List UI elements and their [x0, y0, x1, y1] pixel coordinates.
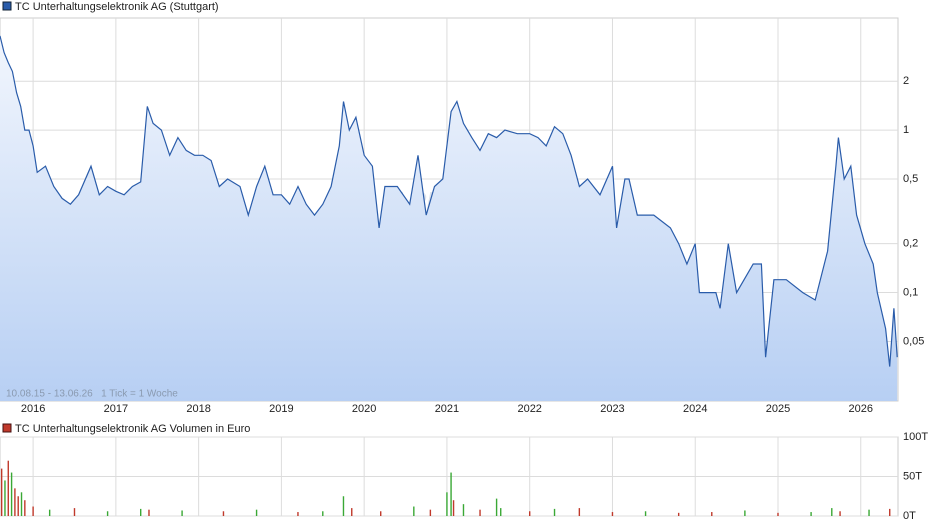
volume-bar — [48, 509, 51, 516]
y-tick-label: 0,1 — [903, 286, 918, 298]
volume-bar — [140, 508, 142, 516]
volume-bar — [429, 509, 432, 516]
volume-bar — [711, 512, 713, 516]
volume-bar — [777, 512, 779, 516]
x-tick-label: 2016 — [21, 403, 45, 415]
y-tick-label: 0,05 — [903, 335, 924, 347]
x-tick-label: 2020 — [352, 403, 376, 415]
y-tick-label: 0,2 — [903, 238, 918, 250]
x-tick-label: 2026 — [849, 403, 873, 415]
volume-bar — [479, 509, 481, 516]
volume-bar — [7, 460, 9, 516]
x-tick-label: 2018 — [186, 403, 210, 415]
volume-bar — [500, 508, 502, 516]
x-tick-label: 2017 — [104, 403, 128, 415]
volume-bar — [73, 508, 76, 516]
volume-bar — [868, 509, 870, 516]
volume-bar — [839, 511, 841, 516]
volume-bar — [342, 496, 345, 516]
volume-bar — [351, 508, 353, 516]
volume-bar — [380, 511, 382, 516]
y-tick-label: 1 — [903, 124, 909, 136]
volume-bar — [831, 508, 833, 516]
volume-bar — [0, 468, 3, 516]
volume-bar — [24, 500, 26, 516]
y-tick-label: 0,5 — [903, 173, 918, 185]
price-line — [0, 35, 898, 367]
volume-bar — [578, 508, 581, 516]
volume-bar — [495, 498, 498, 516]
y-tick-label: 2 — [903, 75, 909, 87]
legend-label: TC Unterhaltungselektronik AG Volumen in… — [15, 423, 250, 435]
volume-bar — [810, 512, 812, 516]
volume-bar — [222, 511, 225, 516]
x-tick-label: 2019 — [269, 403, 293, 415]
volume-bar — [450, 472, 452, 516]
volume-bar — [322, 511, 324, 516]
volume-bar — [4, 480, 6, 516]
volume-bar — [446, 492, 448, 516]
volume-bar — [462, 504, 465, 516]
legend-swatch — [2, 1, 12, 11]
volume-bar — [677, 512, 680, 516]
range-note: 10.08.15 - 13.06.26 1 Tick = 1 Woche — [6, 389, 178, 400]
volume-bar — [528, 511, 531, 516]
volume-bar — [17, 496, 19, 516]
volume-bar — [644, 511, 647, 516]
x-tick-label: 2021 — [435, 403, 459, 415]
volume-bar — [889, 508, 891, 516]
legend-label: TC Unterhaltungselektronik AG (Stuttgart… — [15, 1, 219, 13]
volume-bar — [148, 509, 150, 516]
legend-swatch — [2, 423, 12, 433]
volume-bar — [181, 510, 183, 516]
volume-bar — [553, 508, 556, 516]
volume-bar — [452, 500, 455, 516]
volume-bar — [10, 472, 13, 516]
y-tick-label: 100T — [903, 431, 928, 443]
x-tick-label: 2022 — [517, 403, 541, 415]
volume-bar — [255, 509, 258, 516]
y-tick-label: 50T — [903, 470, 922, 482]
y-tick-label: 0T — [903, 510, 916, 522]
volume-bar — [744, 510, 746, 516]
volume-bar — [413, 506, 415, 516]
volume-bar — [106, 511, 109, 516]
volume-bar — [14, 488, 16, 516]
x-tick-label: 2025 — [766, 403, 790, 415]
volume-bar — [32, 506, 34, 516]
x-tick-label: 2023 — [600, 403, 624, 415]
volume-bar — [297, 512, 299, 516]
price-area — [0, 35, 898, 402]
x-tick-label: 2024 — [683, 403, 707, 415]
volume-bar — [20, 492, 23, 516]
volume-bar — [611, 512, 614, 516]
